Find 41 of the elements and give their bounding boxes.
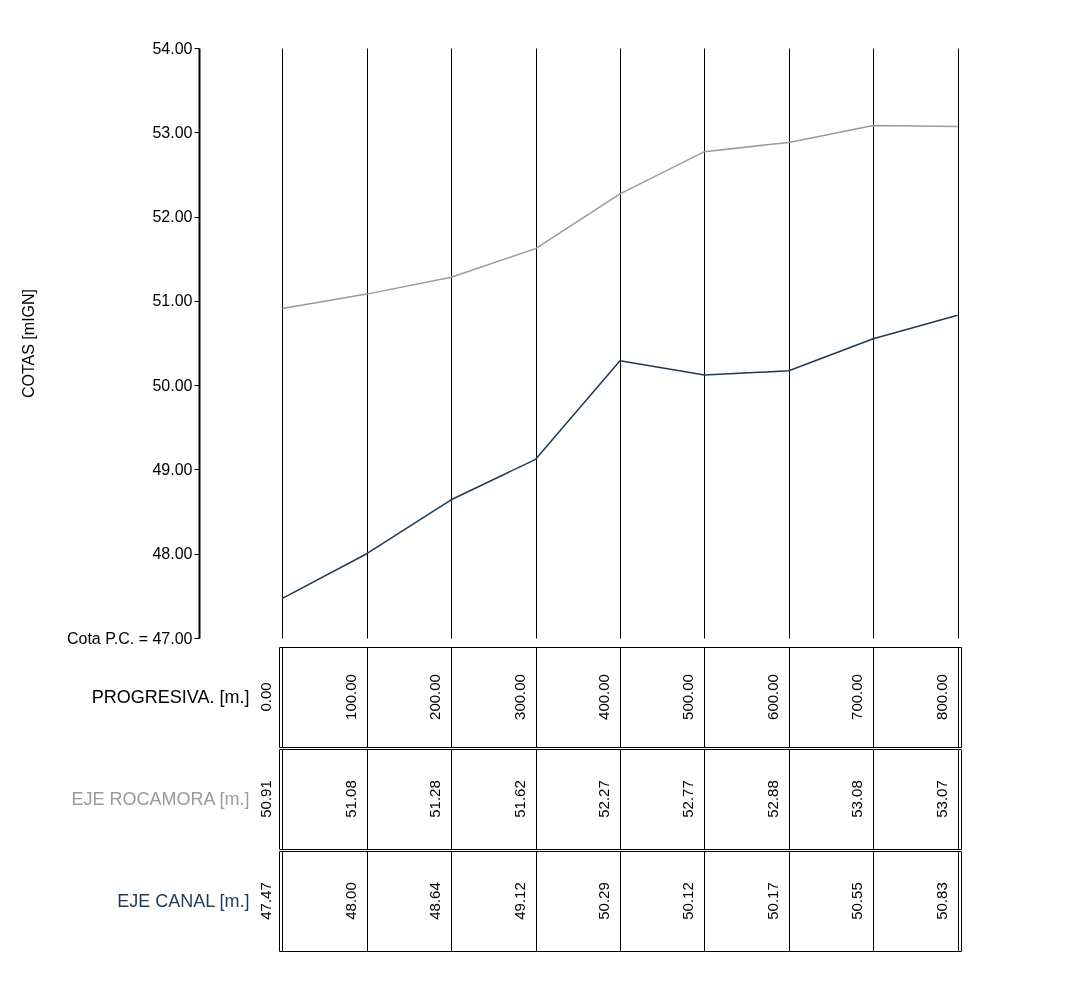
x-tick-label: 600.00 [763, 674, 781, 720]
x-tick-label: 800.00 [932, 674, 950, 720]
data-label: 49.12 [510, 882, 528, 920]
x-tick-label: 500.00 [679, 674, 697, 720]
data-label: 48.00 [341, 882, 359, 920]
data-label: 51.08 [341, 780, 359, 818]
data-label: 50.83 [932, 882, 950, 920]
data-label: 52.88 [763, 780, 781, 818]
data-label: 52.77 [679, 780, 697, 818]
line-series [281, 314, 959, 600]
data-label: 50.91 [257, 780, 275, 818]
data-label: 50.29 [595, 882, 612, 920]
y-axis-title: COTAS [mIGN] [19, 288, 37, 399]
text: EJE CANAL [m.] [117, 890, 250, 911]
x-axis-title: PROGRESIVA. [m.] [91, 686, 250, 707]
data-label: 50.55 [848, 882, 866, 920]
y-tick-label: Cota P.C. = 47.00 [66, 629, 193, 647]
data-label: 51.62 [510, 780, 528, 818]
x-tick-label: 0.00 [257, 682, 275, 712]
x-tick-label: 300.00 [510, 674, 528, 720]
data-label: 50.12 [679, 882, 697, 920]
data-label: 47.47 [257, 882, 275, 920]
data-label: 53.08 [848, 780, 866, 818]
data-label: 53.07 [932, 780, 950, 818]
y-tick-label: 54.00 [152, 39, 193, 57]
x-tick-label: 700.00 [848, 674, 866, 720]
data-label: 52.27 [595, 780, 612, 818]
y-tick-label: 51.00 [152, 292, 193, 310]
y-tick-label: 53.00 [152, 123, 193, 141]
y-tick-label: 48.00 [152, 545, 193, 563]
text: EJE ROCAMORA [m.] [71, 788, 250, 809]
data-label: 50.17 [763, 882, 781, 920]
x-tick-label: 200.00 [426, 674, 444, 720]
y-tick-label: 49.00 [152, 460, 193, 478]
line-series [281, 124, 959, 310]
data-label: 48.64 [426, 882, 444, 920]
y-tick-label: 50.00 [152, 376, 193, 394]
data-label: 51.28 [426, 780, 444, 818]
y-tick-label: 52.00 [152, 208, 193, 226]
x-tick-label: 400.00 [595, 674, 612, 720]
x-tick-label: 100.00 [341, 674, 359, 720]
